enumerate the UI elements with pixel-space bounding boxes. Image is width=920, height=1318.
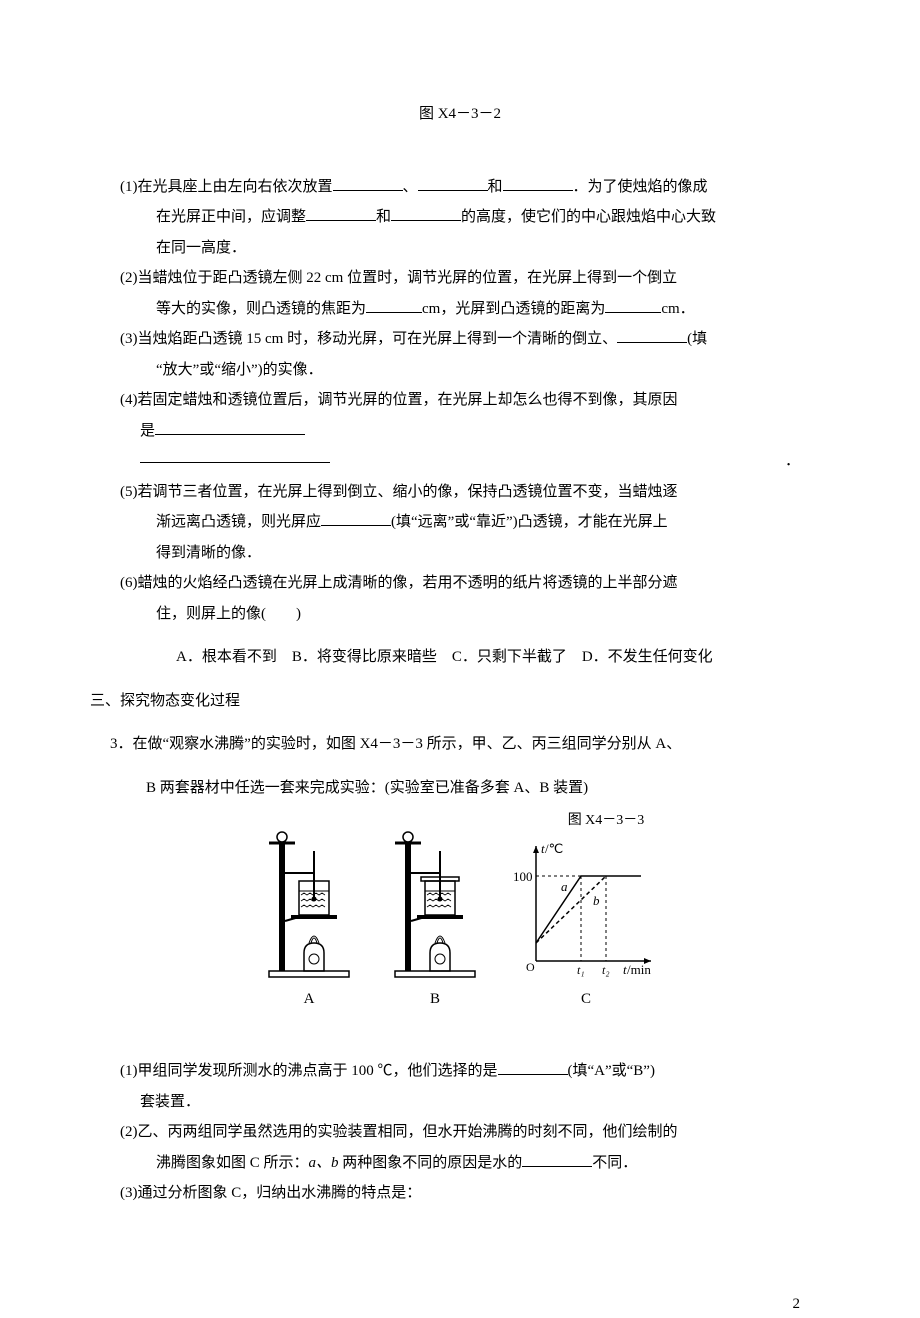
q2-part1-line3: 在同一高度． [120,234,800,263]
text: cm，光屏到凸透镜的距离为 [422,301,605,317]
blank [155,419,305,435]
blank [366,297,422,313]
text: (填“远离”或“靠近”)凸透镜，才能在光屏上 [391,514,668,530]
text: 两种图象不同的原因是水的 [339,1155,523,1171]
apparatus-b-svg [385,831,485,981]
sublabel-c: C [581,985,591,1014]
text: 和 [488,179,503,195]
apparatus-a-svg [259,831,359,981]
blank [321,510,391,526]
x-tick-t2: t₂ [602,963,610,977]
text: ． [785,447,800,476]
blank [333,175,403,191]
q2-part2-line1: (2)当蜡烛位于距凸透镜左侧 22 cm 位置时，调节光屏的位置，在光屏上得到一… [120,264,800,293]
q2-part4-line1: (4)若固定蜡烛和透镜位置后，调节光屏的位置，在光屏上却怎么也得不到像，其原因 [120,386,800,415]
origin-label: O [526,960,535,974]
text: cm． [661,301,694,317]
q2-part4-line3: ． [120,447,800,476]
q3-part1-line1: (1)甲组同学发现所测水的沸点高于 100 ℃，他们选择的是 (填“A”或“B”) [120,1057,800,1086]
x-tick-t1: t₁ [577,963,585,977]
graph-c: 图 X4－3－3 t /℃ 100 [511,808,661,1013]
blank [418,175,488,191]
q2-part5-line3: 得到清晰的像． [120,539,800,568]
text-ab: a、b [309,1155,339,1171]
blank [391,205,461,221]
curve-label-a: a [561,879,568,894]
q2-part4-line2: 是 [120,417,800,446]
q2-part3-line2: “放大”或“缩小”)的实像． [120,356,800,385]
text: (1)在光具座上由左向右依次放置 [120,179,333,195]
q2-part1-line1: (1)在光具座上由左向右依次放置 、 和 ．为了使烛焰的像成 [120,173,800,202]
q3-part1-line2: 套装置． [120,1088,800,1117]
text: 、 [403,179,418,195]
x-axis-label-unit: /min [627,962,651,977]
text: ．为了使烛焰的像成 [573,179,708,195]
q2-part6-line2: 住，则屏上的像( ) [120,600,800,629]
q2-part6-options: A．根本看不到 B．将变得比原来暗些 C．只剩下半截了 D．不发生任何变化 [120,643,800,672]
q2-part1-line2: 在光屏正中间，应调整 和 的高度，使它们的中心跟烛焰中心大致 [120,203,800,232]
text: 是 [140,423,155,439]
text: (填 [687,331,707,347]
text: 沸腾图象如图 C 所示： [156,1155,309,1171]
q2-part5-line1: (5)若调节三者位置，在光屏上得到倒立、缩小的像，保持凸透镜位置不变，当蜡烛逐 [120,478,800,507]
q3-stem-line1: 3．在做“观察水沸腾”的实验时，如图 X4－3－3 所示，甲、乙、丙三组同学分别… [110,730,800,759]
q2-part6-line1: (6)蜡烛的火焰经凸透镜在光屏上成清晰的像，若用不透明的纸片将透镜的上半部分遮 [120,569,800,598]
text: (填“A”或“B”) [568,1063,655,1079]
q3-part2-line1: (2)乙、丙两组同学虽然选用的实验装置相同，但水开始沸腾的时刻不同，他们绘制的 [120,1118,800,1147]
blank [306,205,376,221]
y-tick-100: 100 [513,869,533,884]
graph-c-svg: t /℃ 100 a b t₁ t₂ [511,831,661,981]
y-axis-unit: /℃ [545,841,563,856]
text: 住，则屏上的像( ) [156,606,301,622]
apparatus-a: A [259,831,359,1014]
blank [140,447,330,463]
section3-heading: 三、探究物态变化过程 [90,687,800,716]
sublabel-a: A [304,985,315,1014]
text: 等大的实像，则凸透镜的焦距为 [156,301,366,317]
q3-part2-line2: 沸腾图象如图 C 所示：a、b 两种图象不同的原因是水的 不同． [120,1149,800,1178]
text: 不同． [592,1155,637,1171]
text: (3)当烛焰距凸透镜 15 cm 时，移动光屏，可在光屏上得到一个清晰的倒立、 [120,331,617,347]
figure-row: A [259,808,661,1013]
curve-label-b: b [593,893,600,908]
q3-stem-line2: B 两套器材中任选一套来完成实验：(实验室已准备多套 A、B 装置) [120,774,800,803]
apparatus-b: B [385,831,485,1014]
blank [498,1059,568,1075]
blank [605,297,661,313]
q3-part3: (3)通过分析图象 C，归纳出水沸腾的特点是： [120,1179,800,1208]
q2-part2-line2: 等大的实像，则凸透镜的焦距为 cm，光屏到凸透镜的距离为 cm． [120,295,800,324]
blank [522,1151,592,1167]
sublabel-b: B [430,985,440,1014]
page-content: 图 X4－3－2 (1)在光具座上由左向右依次放置、和．为了使烛焰的像成 在光屏… [0,0,920,1250]
text: (1)甲组同学发现所测水的沸点高于 100 ℃，他们选择的是 [120,1063,498,1079]
figure-x4-3-3: A [120,808,800,1013]
q2-part3-line1: (3)当烛焰距凸透镜 15 cm 时，移动光屏，可在光屏上得到一个清晰的倒立、 (… [120,325,800,354]
text: 和 [376,209,391,225]
page-number: 2 [0,1290,920,1318]
text: 在光屏正中间，应调整 [156,209,306,225]
text: 渐远离凸透镜，则光屏应 [156,514,321,530]
q2-part5-line2: 渐远离凸透镜，则光屏应 (填“远离”或“靠近”)凸透镜，才能在光屏上 [120,508,800,537]
text: 的高度，使它们的中心跟烛焰中心大致 [461,209,716,225]
blank [617,327,687,343]
figure-top-caption: 图 X4－3－2 [120,100,800,129]
blank [503,175,573,191]
